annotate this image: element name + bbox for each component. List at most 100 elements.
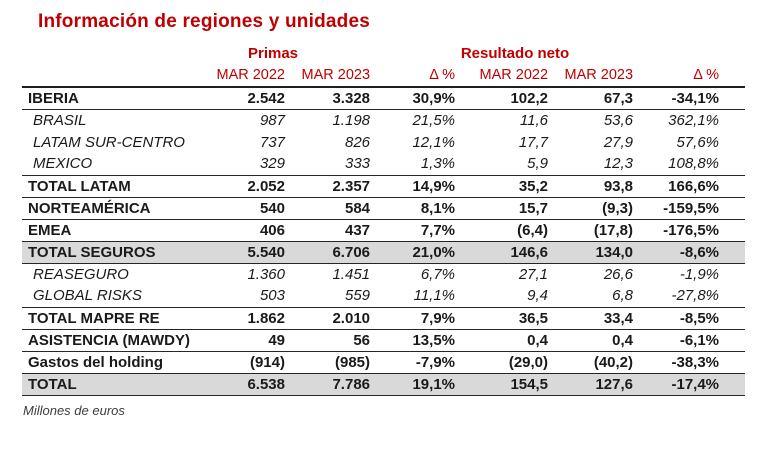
cell-value: 15,7: [457, 197, 551, 220]
table-row: TOTAL SEGUROS 5.540 6.706 21,0% 146,6 134,0 -8…: [22, 241, 746, 264]
cell-value: 6,8: [550, 285, 636, 308]
cell-value: 35,2: [457, 175, 551, 198]
cell-value: -159,5%: [635, 197, 746, 220]
cell-value: -8,5%: [635, 307, 746, 330]
cell-value: 9,4: [457, 285, 551, 308]
group-header-gap: [635, 43, 745, 64]
cell-value: 6,7%: [420, 265, 456, 283]
column-header-spacer: [22, 64, 202, 88]
cell-value: 1.451: [332, 265, 371, 283]
cell-value: 987: [259, 111, 285, 129]
cell-value: 27,9: [603, 133, 634, 151]
cell-value: 56: [287, 329, 373, 352]
table-row: TOTAL LATAM 2.052 2.357 14,9% 35,2 93,8 166,6%: [22, 175, 746, 198]
cell-value: 30,9%: [372, 87, 458, 110]
cell-value: 437: [287, 219, 373, 242]
cell-value: -7,9%: [372, 351, 458, 374]
cell-value: 19,1%: [372, 373, 458, 396]
cell-value: 14,9%: [372, 175, 458, 198]
cell-value: -176,5%: [635, 219, 746, 242]
cell-value: 33,4: [550, 307, 636, 330]
cell-value: (40,2): [550, 351, 636, 374]
column-header-resultado-mar2023: MAR 2023: [550, 64, 636, 88]
cell-value: 329: [202, 153, 287, 176]
cell-value: 166,6%: [635, 175, 746, 198]
cell-value: 6.706: [287, 241, 373, 264]
cell-value: -17,4%: [635, 373, 746, 396]
row-label: NORTEAMÉRICA: [22, 197, 202, 220]
cell-value: 21,0%: [372, 241, 458, 264]
row-label: BRASIL: [33, 111, 87, 129]
cell-value: (6,4): [457, 219, 551, 242]
cell-value: 7,7%: [372, 219, 458, 242]
units-footnote: Millones de euros: [23, 402, 125, 418]
row-label: TOTAL: [22, 373, 202, 396]
cell-value: -38,3%: [635, 351, 746, 374]
cell-value: 146,6: [457, 241, 551, 264]
cell-value: 7,9%: [372, 307, 458, 330]
cell-value: 5.540: [202, 241, 287, 264]
table-row: REASEGURO 1.360 1.451 6,7% 27,1 26,6 -1,9%: [22, 263, 745, 285]
cell-value: 17,7: [518, 133, 549, 151]
page-title: Información de regiones y unidades: [38, 11, 370, 32]
cell-value: 12,3: [550, 153, 636, 176]
cell-value: 53,6: [603, 111, 634, 129]
column-header-primas-delta: Δ %: [372, 64, 458, 88]
cell-value: 540: [202, 197, 287, 220]
cell-value: 102,2: [457, 87, 551, 110]
group-header-primas: Primas: [247, 45, 299, 62]
cell-value: 93,8: [550, 175, 636, 198]
cell-value: 67,3: [550, 87, 636, 110]
table-row: IBERIA 2.542 3.328 30,9% 102,2 67,3 -34,1%: [22, 87, 746, 110]
column-header-resultado-mar2022: MAR 2022: [457, 64, 551, 88]
cell-value: 0,4: [457, 329, 551, 352]
group-header-spacer: [22, 43, 202, 64]
cell-value: 584: [287, 197, 373, 220]
column-header-primas-mar2023: MAR 2023: [287, 64, 373, 88]
cell-value: (29,0): [457, 351, 551, 374]
cell-value: 2.052: [202, 175, 287, 198]
row-label: GLOBAL RISKS: [22, 285, 202, 308]
cell-value: (17,8): [550, 219, 636, 242]
cell-value: -8,6%: [635, 241, 746, 264]
cell-value: 503: [202, 285, 287, 308]
row-label: MEXICO: [22, 153, 202, 176]
table-row: ASISTENCIA (MAWDY) 49 56 13,5% 0,4 0,4 -6,1%: [22, 329, 746, 352]
cell-value: 49: [202, 329, 287, 352]
cell-value: 57,6%: [676, 133, 720, 151]
column-header-primas-mar2022: MAR 2022: [202, 64, 287, 88]
table-row: MEXICO 329 333 1,3% 5,9 12,3 108,8%: [22, 153, 746, 176]
cell-value: 6.538: [202, 373, 287, 396]
group-header-resultado: Resultado neto: [460, 45, 570, 62]
cell-value: -34,1%: [635, 87, 746, 110]
cell-value: 108,8%: [635, 153, 746, 176]
cell-value: 2.357: [287, 175, 373, 198]
cell-value: (9,3): [550, 197, 636, 220]
cell-value: 1,3%: [372, 153, 458, 176]
cell-value: 36,5: [457, 307, 551, 330]
row-label: ASISTENCIA (MAWDY): [22, 329, 202, 352]
table-row: NORTEAMÉRICA 540 584 8,1% 15,7 (9,3) -159,5%: [22, 197, 746, 220]
cell-value: 127,6: [550, 373, 636, 396]
cell-value: -27,8%: [635, 285, 746, 308]
table-row: LATAM SUR-CENTRO 737 826 12,1% 17,7 27,9 57,6%: [22, 131, 745, 153]
group-header-row: Primas Resultado neto: [22, 43, 745, 64]
row-label: TOTAL LATAM: [22, 175, 202, 198]
cell-value: (985): [287, 351, 373, 374]
table-row: BRASIL 987 1.198 21,5% 11,6 53,6 362,1%: [22, 109, 745, 131]
cell-value: -6,1%: [635, 329, 746, 352]
row-label: IBERIA: [22, 87, 202, 110]
cell-value: 362,1%: [668, 111, 720, 129]
cell-value: 26,6: [603, 265, 634, 283]
table-body: IBERIA 2.542 3.328 30,9% 102,2 67,3 -34,1% BRAS…: [22, 87, 746, 396]
row-label: LATAM SUR-CENTRO: [33, 133, 185, 151]
cell-value: 333: [287, 153, 373, 176]
cell-value: 559: [287, 285, 373, 308]
cell-value: 737: [259, 133, 285, 151]
cell-value: 3.328: [287, 87, 373, 110]
table-row: TOTAL MAPRE RE 1.862 2.010 7,9% 36,5 33,4 -8,5…: [22, 307, 746, 330]
cell-value: 1.360: [247, 265, 285, 283]
cell-value: 13,5%: [372, 329, 458, 352]
column-header-resultado-delta: Δ %: [635, 64, 746, 88]
regions-units-table: Primas Resultado neto MAR 2022 MAR 2023 …: [22, 43, 746, 396]
